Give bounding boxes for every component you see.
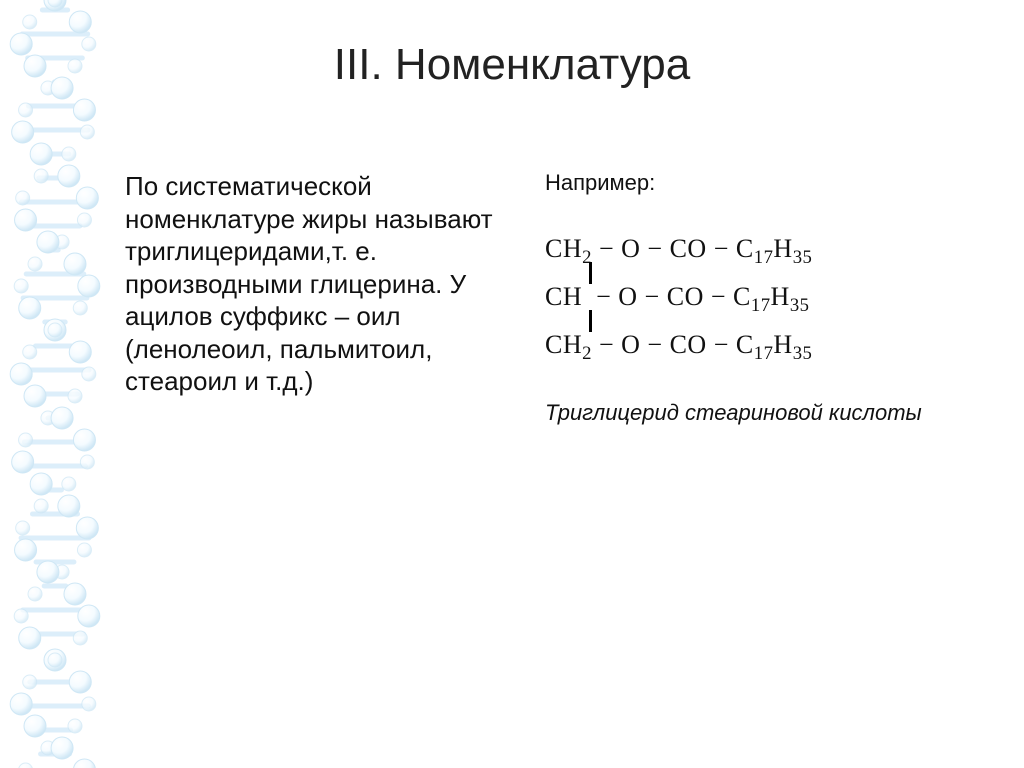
body-text: По систематической номенклатуре жиры наз…	[125, 170, 505, 428]
formula-line-3: CH2 − O − CO − C17H35	[545, 332, 984, 358]
formula-caption: Триглицерид стеариновой кислоты	[545, 398, 984, 428]
content-area: По систематической номенклатуре жиры наз…	[125, 170, 984, 428]
formula-bond-2	[545, 310, 984, 332]
chemical-formula: CH2 − O − CO − C17H35 CH − O − CO − C17H…	[545, 236, 984, 358]
example-label: Например:	[545, 170, 984, 196]
formula-bond-1	[545, 262, 984, 284]
formula-line-1: CH2 − O − CO − C17H35	[545, 236, 984, 262]
example-column: Например: CH2 − O − CO − C17H35 CH − O −…	[545, 170, 984, 428]
formula-line-2: CH − O − CO − C17H35	[545, 284, 984, 310]
slide-title: III. Номенклатура	[0, 40, 1024, 90]
dna-decoration	[0, 0, 110, 768]
